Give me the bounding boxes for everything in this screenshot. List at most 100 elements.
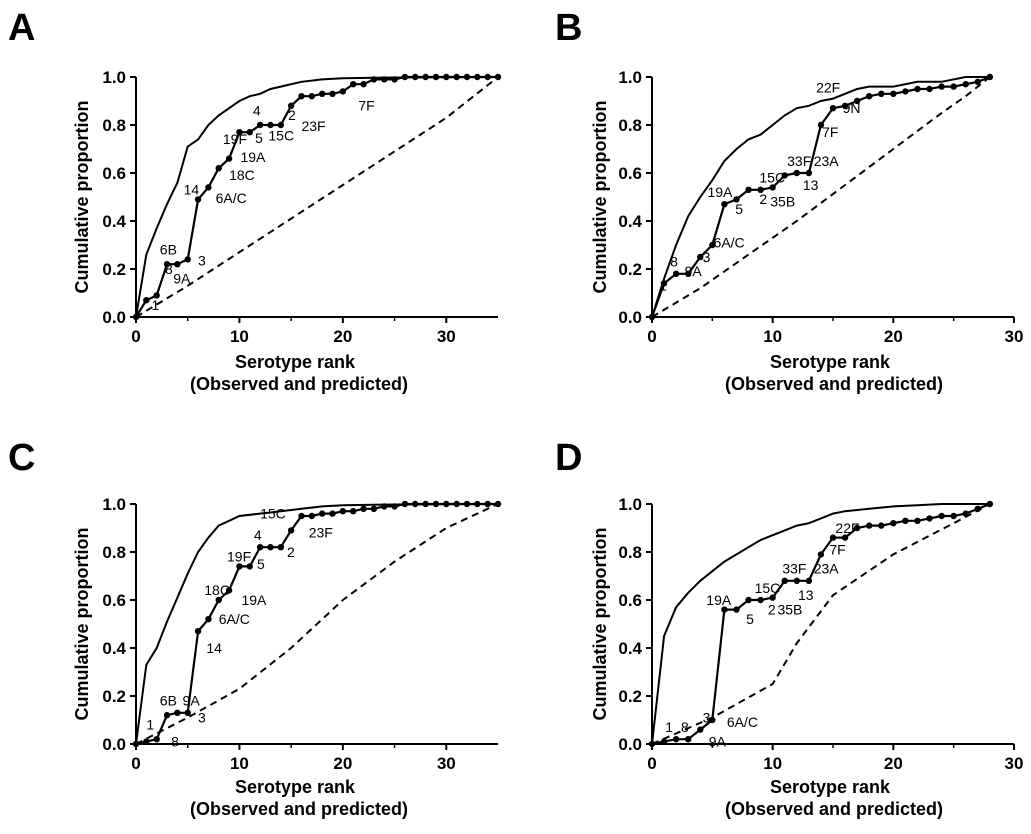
data-point: [205, 184, 212, 191]
data-point: [422, 500, 429, 508]
data-point: [215, 165, 222, 172]
point-label: 23A: [814, 561, 840, 577]
data-point: [298, 512, 305, 520]
y-tick-label: 0.8: [102, 543, 126, 562]
data-point: [974, 78, 981, 86]
y-tick-label: 0.0: [618, 308, 642, 327]
y-tick-label: 0.0: [618, 735, 642, 754]
data-point: [163, 712, 171, 719]
point-label: 2: [759, 191, 767, 207]
data-point: [781, 577, 788, 584]
point-label: 19F: [227, 549, 251, 565]
data-point: [153, 736, 160, 743]
data-point: [463, 73, 471, 81]
point-label: 7F: [822, 124, 838, 140]
x-tick-label: 30: [1005, 754, 1024, 773]
data-point: [938, 512, 945, 520]
data-point: [360, 505, 367, 512]
data-point: [339, 88, 347, 95]
point-label: 9A: [173, 270, 191, 286]
data-point: [974, 505, 981, 512]
data-point: [890, 90, 897, 98]
point-label: 3: [703, 709, 711, 725]
point-label: 18C: [229, 167, 255, 183]
data-point: [318, 510, 326, 517]
x-tick-label: 20: [333, 327, 352, 346]
point-label: 1: [659, 278, 667, 294]
data-point: [793, 577, 800, 584]
data-point: [215, 596, 222, 604]
data-point: [805, 577, 813, 584]
y-tick-label: 0.6: [102, 164, 126, 183]
data-point: [484, 73, 491, 81]
y-axis-title: Cumulative proportion: [590, 101, 610, 294]
point-label: 5: [255, 130, 263, 146]
data-point: [926, 515, 933, 522]
point-label: 23A: [814, 153, 840, 169]
point-label: 23F: [309, 525, 333, 541]
data-point: [205, 616, 212, 623]
data-point: [829, 105, 837, 112]
point-label: 22F: [816, 80, 840, 96]
point-label: 2: [768, 601, 776, 617]
y-tick-label: 0.2: [102, 260, 126, 279]
data-point: [697, 253, 704, 261]
data-point: [174, 261, 181, 268]
data-point: [733, 196, 740, 203]
data-point: [370, 505, 378, 512]
point-label: 9A: [709, 733, 727, 749]
point-label: 19A: [241, 592, 267, 608]
point-label: 13: [803, 177, 819, 193]
data-point: [950, 83, 957, 90]
x-axis-subtitle: (Observed and predicted): [725, 799, 943, 819]
x-axis-subtitle: (Observed and predicted): [190, 799, 408, 819]
y-tick-label: 1.0: [102, 495, 126, 514]
x-axis-title: Serotype rank: [235, 352, 356, 372]
data-point: [463, 500, 471, 508]
chart-panel-c: C 0 10 20 30 0.0 0.2 0.4 0.6 0.8 1.0 Serotype rank(…: [8, 437, 502, 819]
data-point: [757, 596, 764, 604]
point-label: 7F: [358, 98, 374, 114]
point-label: 7F: [829, 541, 845, 557]
point-label: 9A: [685, 263, 703, 279]
data-point: [721, 606, 728, 613]
x-tick-label: 0: [131, 754, 140, 773]
point-label: 15C: [260, 505, 286, 521]
point-label: 33F: [782, 561, 806, 577]
data-point: [422, 73, 429, 81]
point-label: 3: [198, 252, 206, 268]
data-point: [878, 522, 885, 529]
point-label: 23F: [301, 118, 325, 134]
data-point: [914, 85, 921, 93]
data-point: [432, 73, 440, 81]
data-point: [132, 313, 140, 321]
data-point: [287, 102, 295, 110]
panel-letter: B: [555, 7, 582, 49]
data-point: [853, 524, 861, 532]
point-label: 2: [287, 544, 295, 560]
data-point: [853, 97, 861, 105]
x-tick-label: 30: [1005, 327, 1024, 346]
data-point: [660, 280, 668, 287]
y-tick-label: 0.0: [102, 308, 126, 327]
data-point: [153, 292, 160, 299]
data-point: [277, 544, 284, 551]
data-point: [391, 503, 398, 510]
y-tick-label: 0.2: [102, 687, 126, 706]
point-label: 1: [146, 717, 154, 733]
point-label: 22F: [835, 520, 859, 536]
data-point: [986, 73, 994, 81]
data-point: [236, 563, 243, 570]
data-point: [757, 186, 764, 193]
y-tick-label: 0.0: [102, 735, 126, 754]
x-tick-label: 20: [884, 754, 903, 773]
data-point: [350, 81, 357, 88]
chart-panel-d: D 0 10 20 30 0.0 0.2 0.4 0.6 0.8 1.0 Serotype rank(…: [555, 437, 1023, 819]
x-axis-subtitle: (Observed and predicted): [190, 374, 408, 394]
data-point: [648, 740, 656, 748]
data-point: [805, 169, 813, 177]
data-point: [143, 297, 150, 304]
point-label: 35B: [777, 601, 802, 617]
data-point: [339, 508, 347, 515]
data-point: [360, 81, 367, 88]
